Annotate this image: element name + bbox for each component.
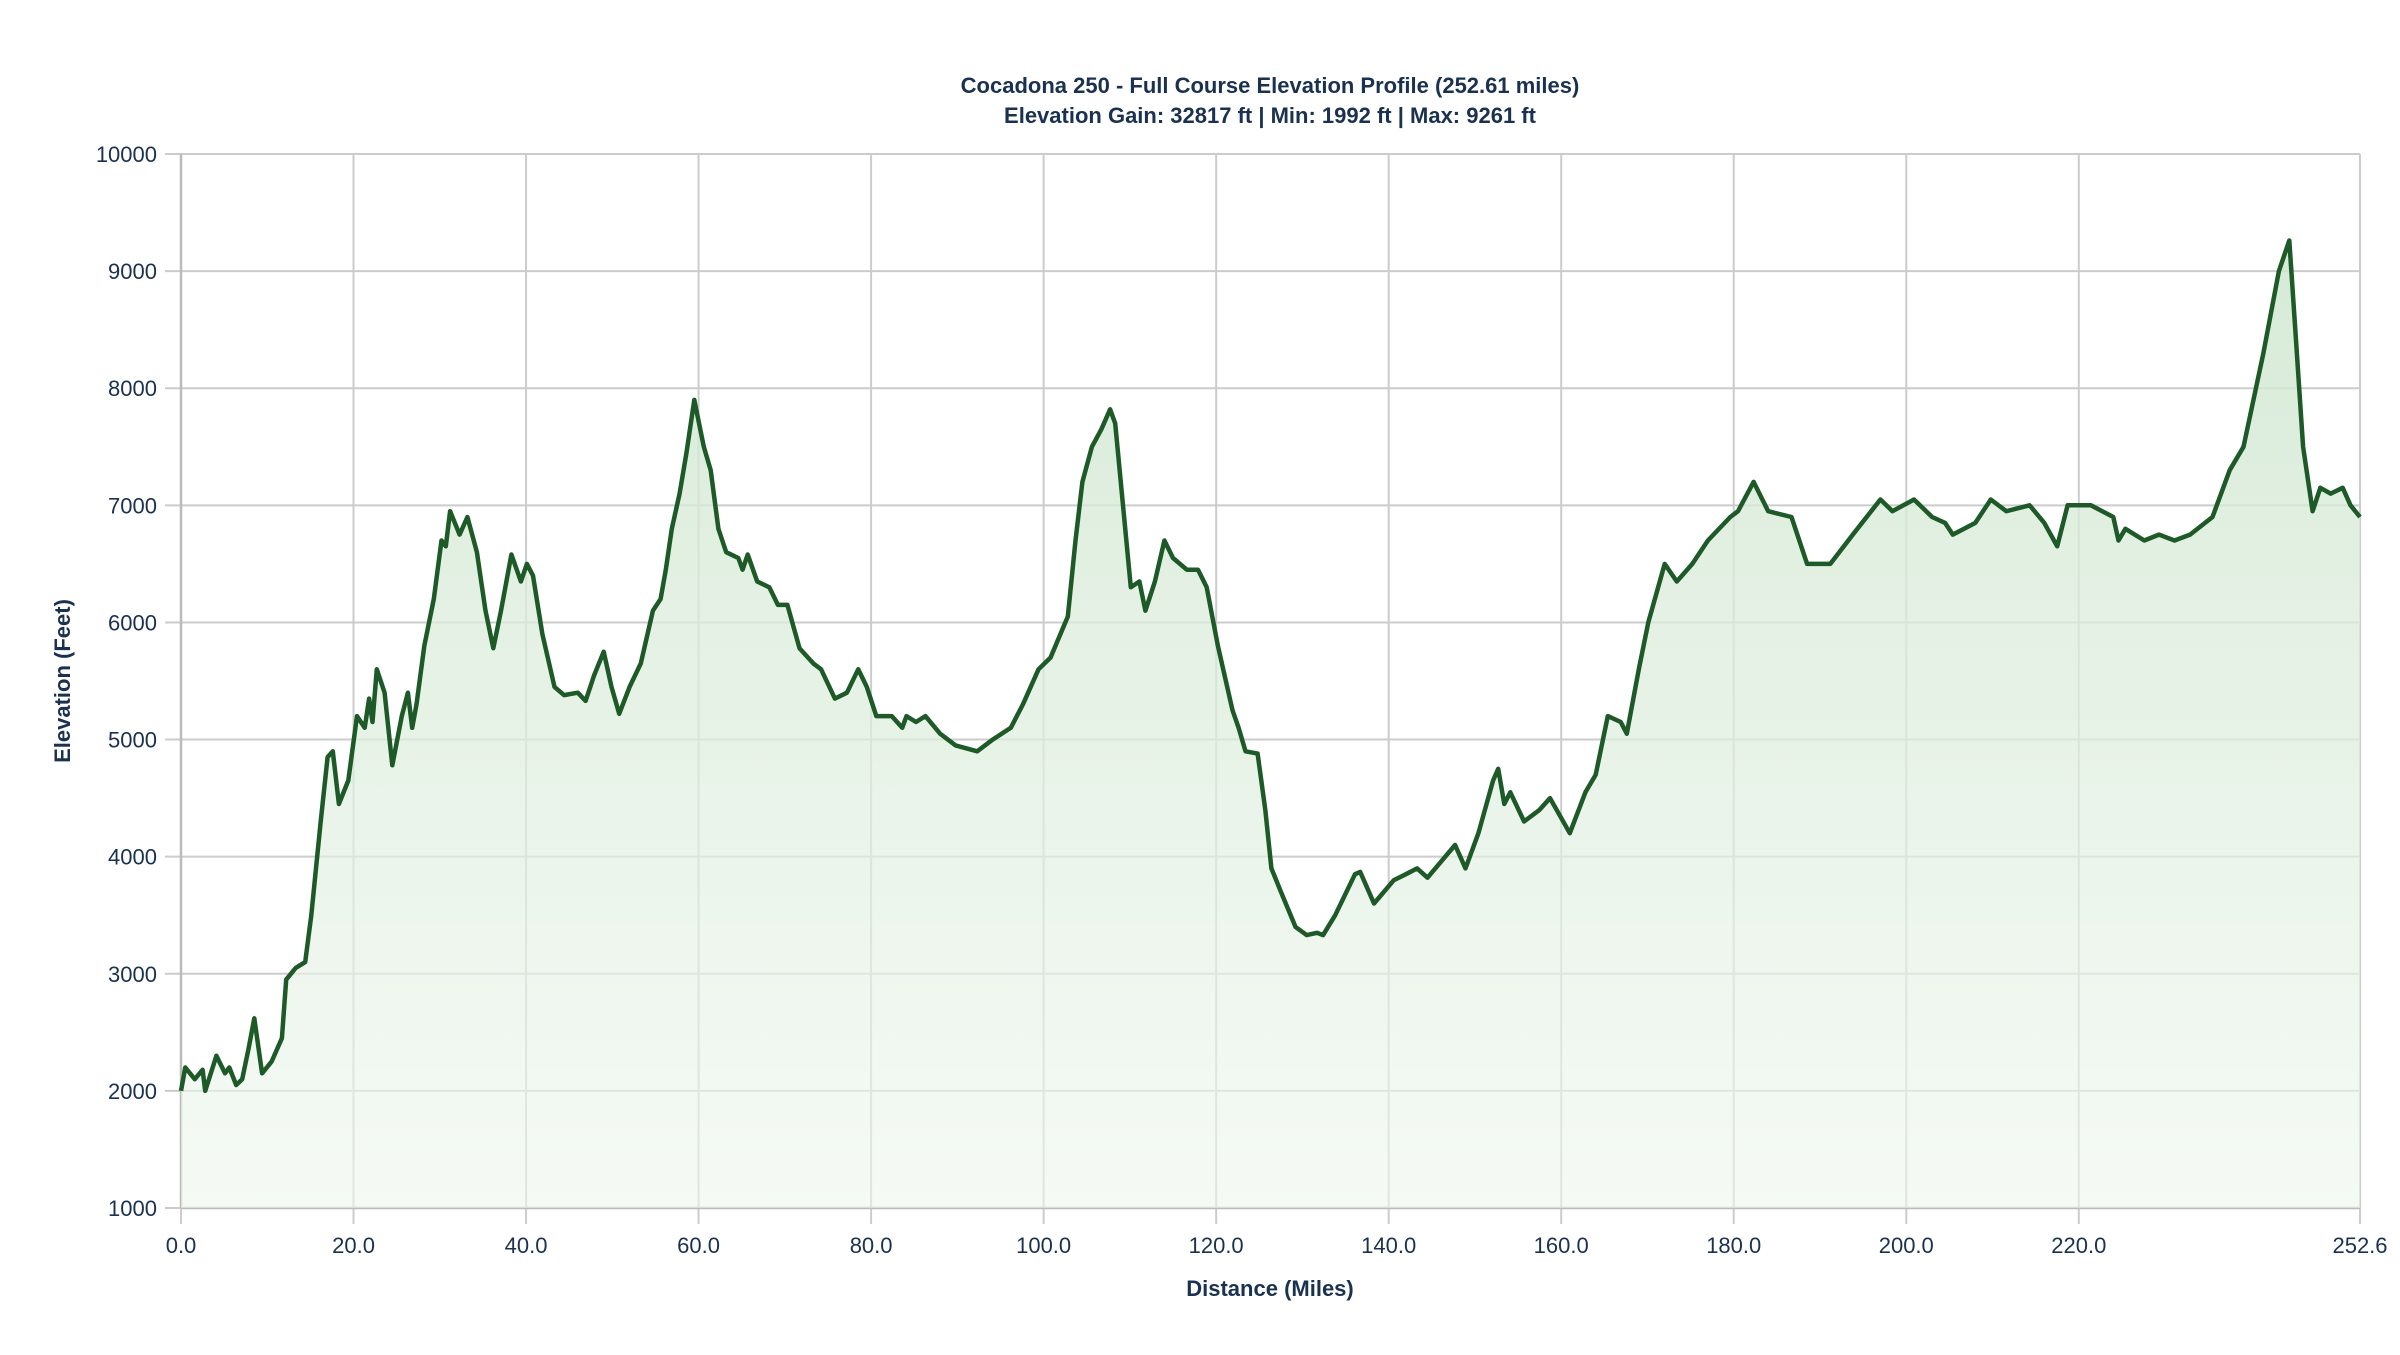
x-tick-label: 220.0 bbox=[2051, 1233, 2106, 1258]
y-tick-label: 8000 bbox=[108, 376, 157, 401]
y-axis-label: Elevation (Feet) bbox=[50, 599, 75, 763]
y-tick-label: 10000 bbox=[96, 142, 157, 167]
x-tick-label: 120.0 bbox=[1189, 1233, 1244, 1258]
x-tick-label: 252.6 bbox=[2332, 1233, 2387, 1258]
chart-subtitle: Elevation Gain: 32817 ft | Min: 1992 ft … bbox=[1004, 103, 1537, 128]
x-tick-label: 180.0 bbox=[1706, 1233, 1761, 1258]
y-tick-label: 9000 bbox=[108, 259, 157, 284]
elevation-line bbox=[178, 238, 2362, 1094]
y-tick-label: 6000 bbox=[108, 610, 157, 635]
x-tick-label: 60.0 bbox=[677, 1233, 720, 1258]
x-tick-label: 40.0 bbox=[505, 1233, 548, 1258]
y-tick-label: 1000 bbox=[108, 1196, 157, 1221]
x-tick-label: 140.0 bbox=[1361, 1233, 1416, 1258]
tick-labels: 1000 2000 3000 4000 5000 6000 7000 8000 9000 1000… bbox=[96, 142, 2388, 1258]
y-tick-label: 7000 bbox=[108, 493, 157, 518]
elevation-area-fill bbox=[181, 240, 2360, 1208]
y-tick-label: 2000 bbox=[108, 1079, 157, 1104]
x-tick-label: 80.0 bbox=[850, 1233, 893, 1258]
y-tick-label: 3000 bbox=[108, 962, 157, 987]
x-tick-label: 0.0 bbox=[166, 1233, 197, 1258]
y-tick-label: 5000 bbox=[108, 728, 157, 753]
x-tick-label: 200.0 bbox=[1879, 1233, 1934, 1258]
x-tick-label: 100.0 bbox=[1016, 1233, 1071, 1258]
chart-title: Cocadona 250 - Full Course Elevation Pro… bbox=[961, 73, 1580, 98]
x-tick-label: 20.0 bbox=[332, 1233, 375, 1258]
y-tick-label: 4000 bbox=[108, 845, 157, 870]
x-axis-label: Distance (Miles) bbox=[1186, 1276, 1354, 1301]
x-tick-label: 160.0 bbox=[1534, 1233, 1589, 1258]
